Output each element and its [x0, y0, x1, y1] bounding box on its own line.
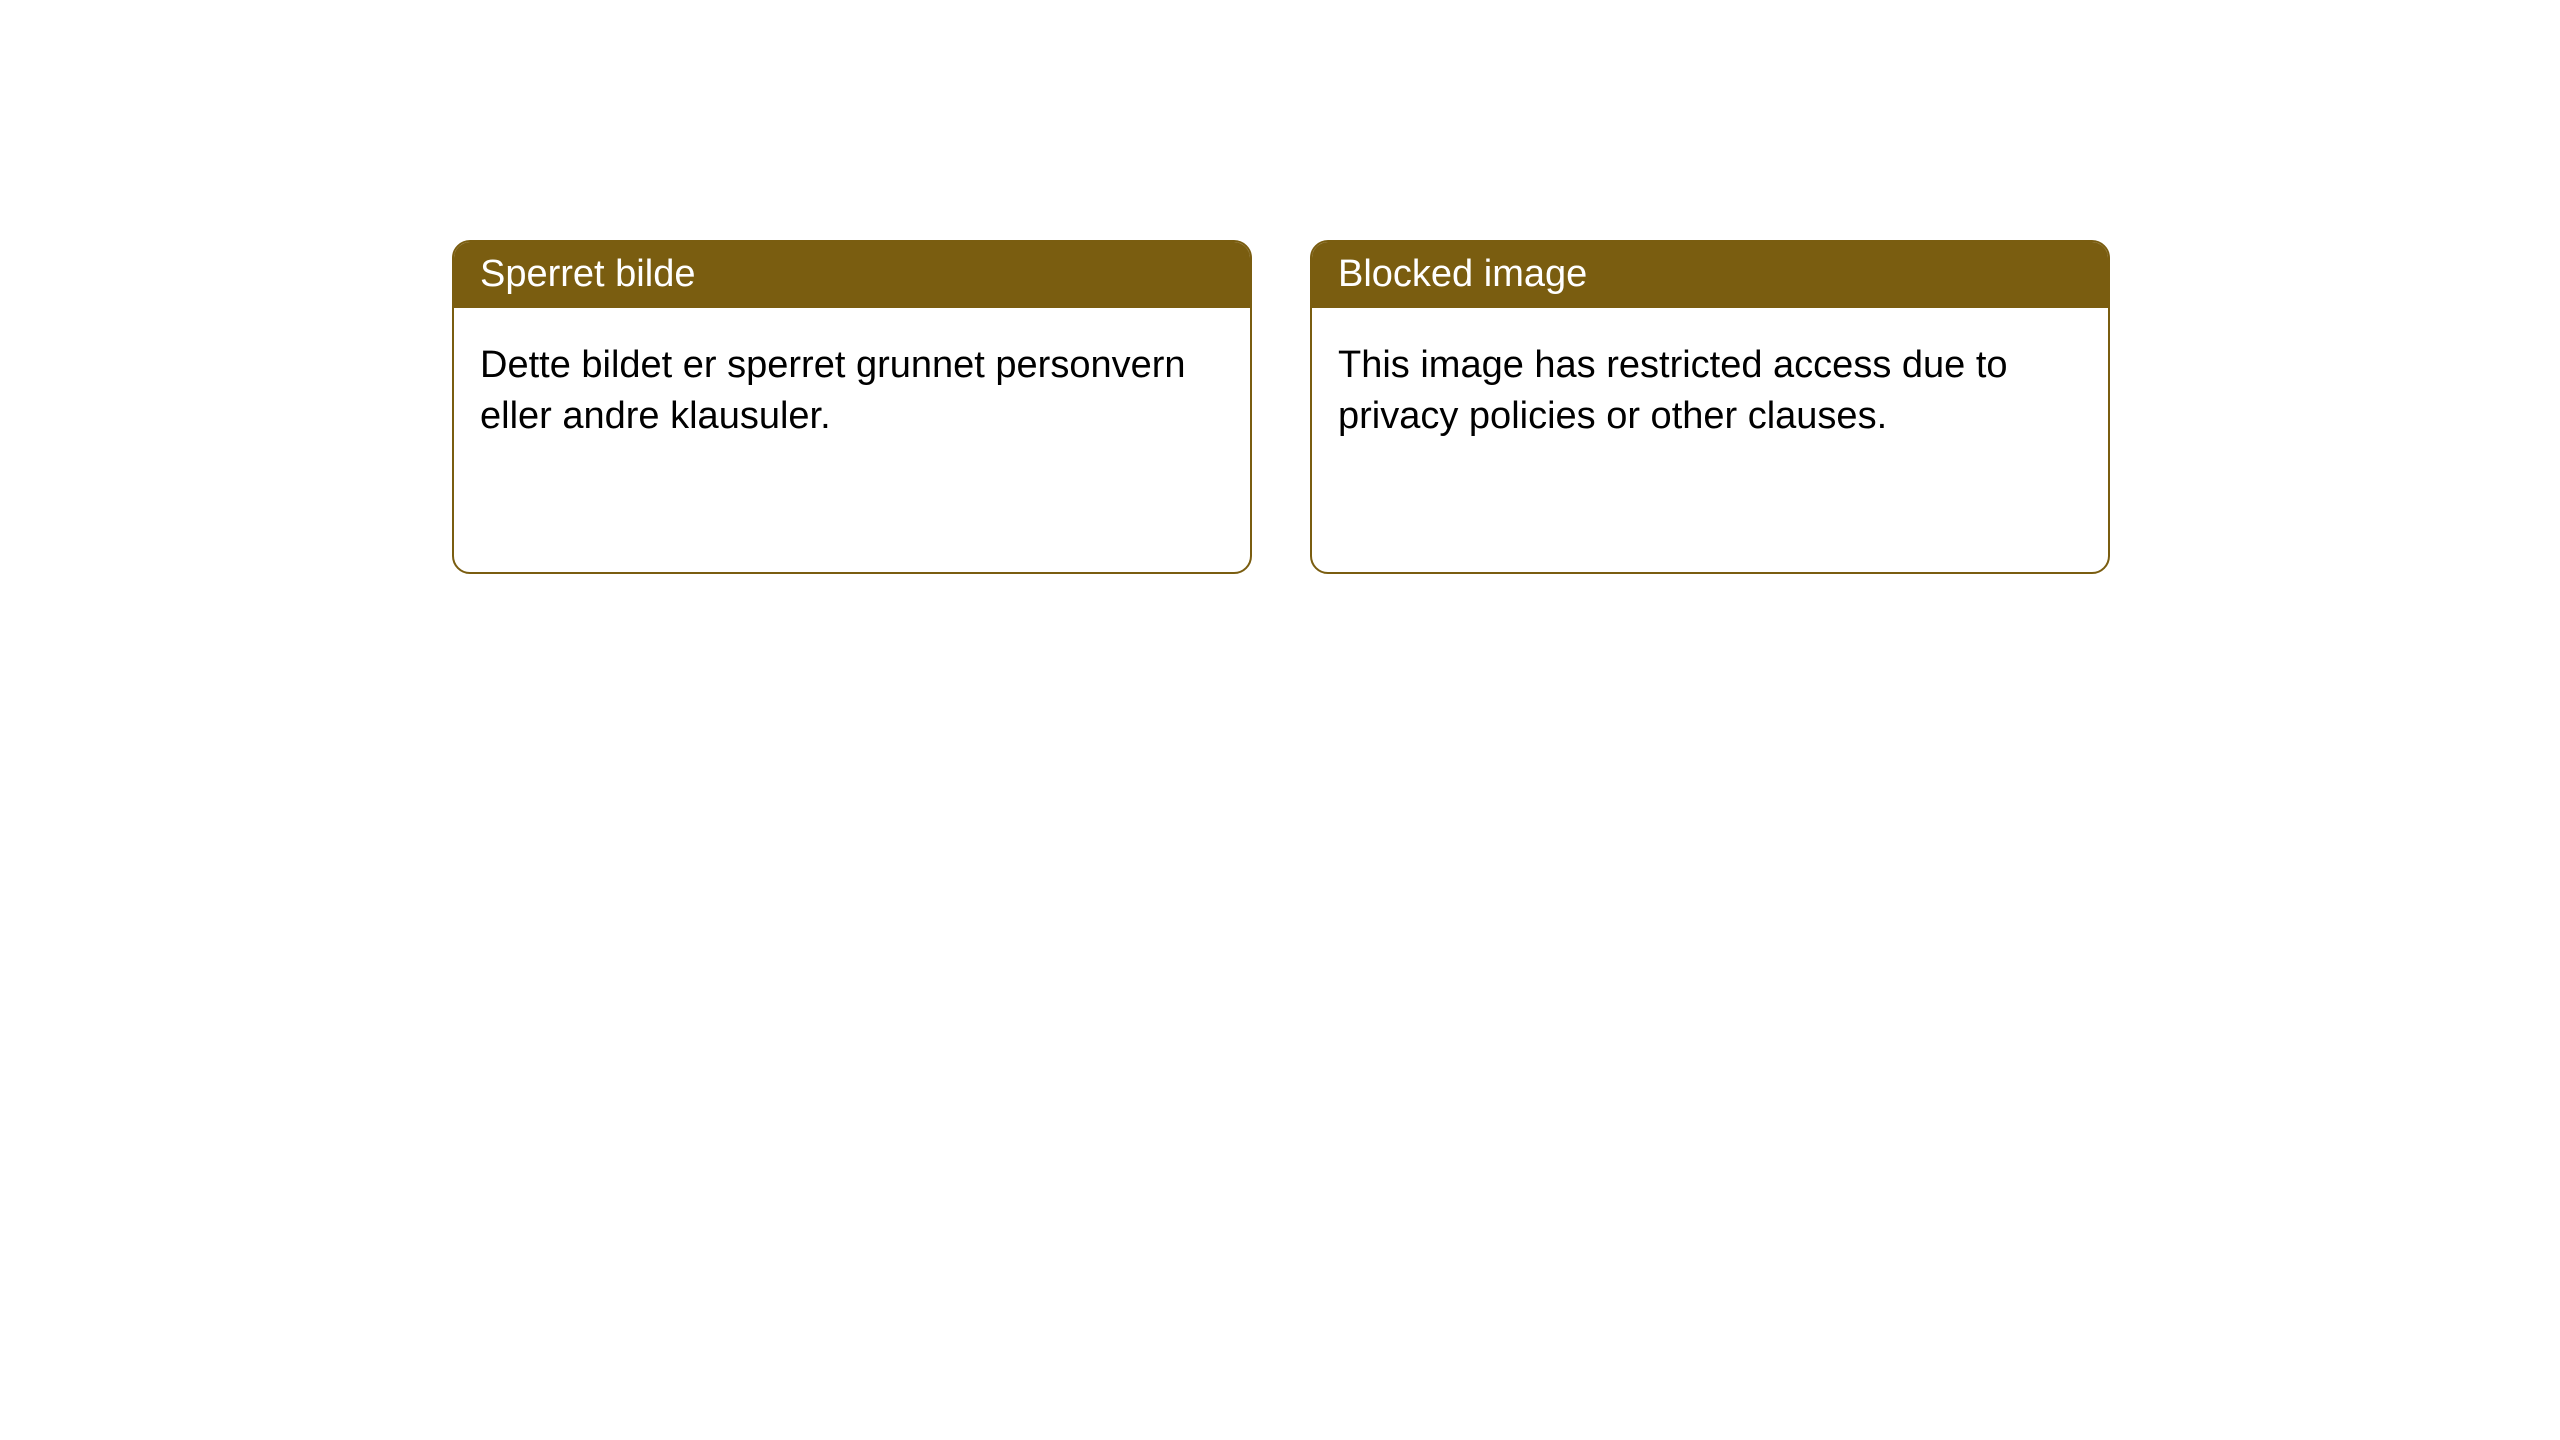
card-body-text: Dette bildet er sperret grunnet personve…: [480, 344, 1186, 437]
card-body: This image has restricted access due to …: [1312, 308, 2108, 572]
notice-card-english: Blocked image This image has restricted …: [1310, 240, 2110, 574]
card-header: Sperret bilde: [454, 242, 1250, 308]
card-header: Blocked image: [1312, 242, 2108, 308]
notice-card-norwegian: Sperret bilde Dette bildet er sperret gr…: [452, 240, 1252, 574]
card-body-text: This image has restricted access due to …: [1338, 344, 2008, 437]
card-title: Blocked image: [1338, 253, 1587, 295]
card-title: Sperret bilde: [480, 253, 695, 295]
notice-cards-container: Sperret bilde Dette bildet er sperret gr…: [452, 240, 2110, 574]
card-body: Dette bildet er sperret grunnet personve…: [454, 308, 1250, 572]
